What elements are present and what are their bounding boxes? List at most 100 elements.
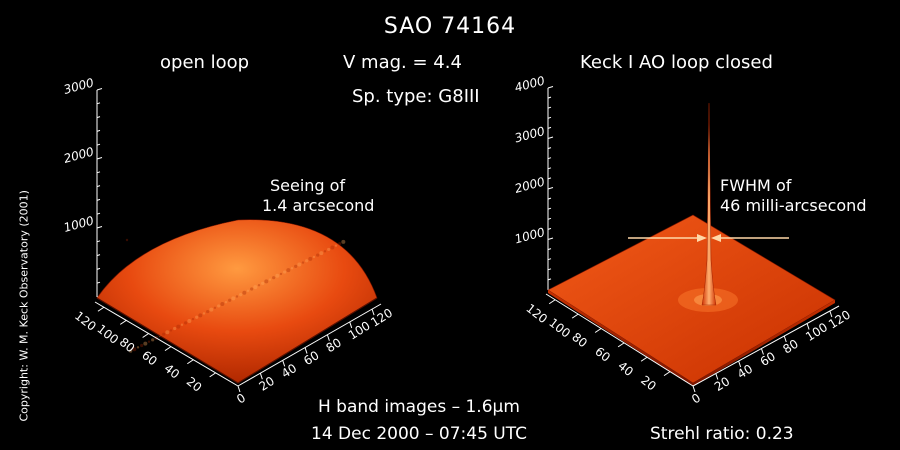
surface-texture: [165, 330, 170, 335]
z-minor-tick: [96, 116, 101, 119]
surface-texture: [202, 312, 206, 315]
right-surface-plot: 1000200030004000204060801001200204060801…: [513, 73, 853, 406]
z-minor-tick: [547, 268, 552, 271]
surface-texture: [239, 293, 243, 297]
surface-texture: [297, 262, 302, 267]
band-caption: H band images – 1.6μm: [318, 397, 520, 417]
y-tick-mark: [209, 372, 216, 378]
x-tick-mark: [326, 334, 330, 341]
band-caption-text: H band images – 1.6: [318, 397, 493, 417]
surface-texture: [143, 341, 148, 346]
z-minor-tick: [547, 227, 552, 230]
x-tick-label: 20: [712, 374, 732, 394]
z-minor-tick: [547, 177, 552, 180]
right-panel-subtitle: Keck I AO loop closed: [580, 52, 773, 73]
surface-texture: [151, 338, 155, 342]
surface-side-face: [693, 300, 835, 386]
surface-texture: [319, 251, 324, 256]
x-tick-mark: [282, 360, 286, 367]
surface-texture: [286, 268, 291, 273]
surface-texture: [140, 343, 144, 348]
surface-texture: [334, 244, 338, 247]
surface-texture: [220, 302, 225, 307]
surface-texture: [169, 329, 173, 332]
surface-texture: [228, 298, 232, 302]
z-tick-mark: [96, 226, 103, 229]
y-tick-label: 60: [592, 344, 613, 364]
x-tick-mark: [783, 335, 787, 343]
y-tick-mark: [120, 319, 127, 325]
z-minor-tick: [547, 106, 552, 109]
x-axis-line: [692, 305, 840, 387]
y-tick-label: 60: [139, 348, 160, 368]
y-tick-label: 100: [94, 322, 121, 347]
y-tick-label: 120: [523, 301, 550, 326]
surface-texture: [209, 307, 214, 312]
surface-texture: [308, 256, 313, 261]
z-tick-mark: [96, 88, 103, 91]
surface-texture: [275, 273, 280, 278]
z-tick-label: 1000: [62, 213, 95, 235]
surface-texture: [257, 284, 261, 287]
surface-texture: [264, 279, 269, 284]
mu-symbol: μ: [492, 397, 504, 417]
z-minor-tick: [547, 207, 552, 210]
z-minor-tick: [547, 248, 552, 251]
surface-texture: [301, 261, 305, 264]
y-tick-mark: [571, 313, 579, 319]
surface-texture: [162, 332, 166, 336]
z-tick-label: 4000: [513, 73, 546, 95]
strehl-ratio-label: Strehl ratio: 0.23: [650, 424, 794, 444]
x-tick-mark: [304, 347, 308, 354]
z-minor-tick: [547, 147, 552, 150]
left-surface-plot: 1000200030002040608010012002040608010012…: [62, 75, 395, 406]
y-axis-line: [545, 293, 694, 387]
surface-texture: [283, 270, 287, 274]
z-minor-tick: [547, 258, 552, 261]
surface-texture: [213, 306, 217, 309]
y-tick-label: 100: [546, 315, 573, 340]
x-tick-mark: [806, 323, 810, 330]
surface-texture: [129, 349, 133, 353]
z-tick-label: 3000: [62, 75, 95, 97]
y-tick-mark: [142, 333, 149, 338]
surface-texture: [294, 264, 298, 268]
surface-texture: [327, 247, 331, 252]
y-tick-mark: [617, 342, 625, 348]
surface-texture: [217, 304, 221, 308]
z-minor-tick: [96, 129, 101, 132]
surface-texture: [290, 267, 294, 270]
seeing-annotation-line1: Seeing of: [270, 176, 346, 195]
z-tick-mark: [547, 136, 554, 139]
fwhm-annotation-line1: FWHM of: [720, 176, 792, 195]
surface-texture: [323, 250, 327, 253]
fwhm-arrowhead-right: [711, 234, 721, 242]
z-minor-tick: [547, 167, 552, 170]
surface-texture: [341, 239, 346, 244]
z-minor-tick: [547, 278, 552, 281]
v-magnitude-label: V mag. = 4.4: [343, 52, 462, 73]
x-tick-mark: [371, 308, 375, 316]
z-minor-tick: [96, 171, 101, 174]
x-axis-line: [237, 303, 382, 387]
z-minor-tick: [96, 254, 101, 257]
y-tick-mark: [640, 356, 648, 362]
surface-texture: [250, 287, 254, 291]
copyright-notice: Copyright: W. M. Keck Observatory (2001): [17, 190, 31, 422]
x-tick-mark: [760, 348, 764, 355]
surface-texture: [136, 346, 140, 349]
date-caption: 14 Dec 2000 – 07:45 UTC: [311, 424, 528, 444]
z-minor-tick: [547, 157, 552, 160]
z-tick-label: 2000: [513, 174, 546, 196]
z-minor-tick: [96, 281, 101, 284]
x-tick-label: 0: [234, 391, 248, 407]
surface-texture: [279, 272, 283, 276]
x-tick-mark: [692, 385, 696, 393]
x-tick-label: 0: [689, 391, 703, 407]
z-tick-mark: [547, 86, 554, 89]
surface-side-face: [548, 290, 693, 386]
x-tick-mark: [237, 385, 241, 393]
z-minor-tick: [96, 212, 101, 215]
x-tick-mark: [715, 373, 719, 380]
